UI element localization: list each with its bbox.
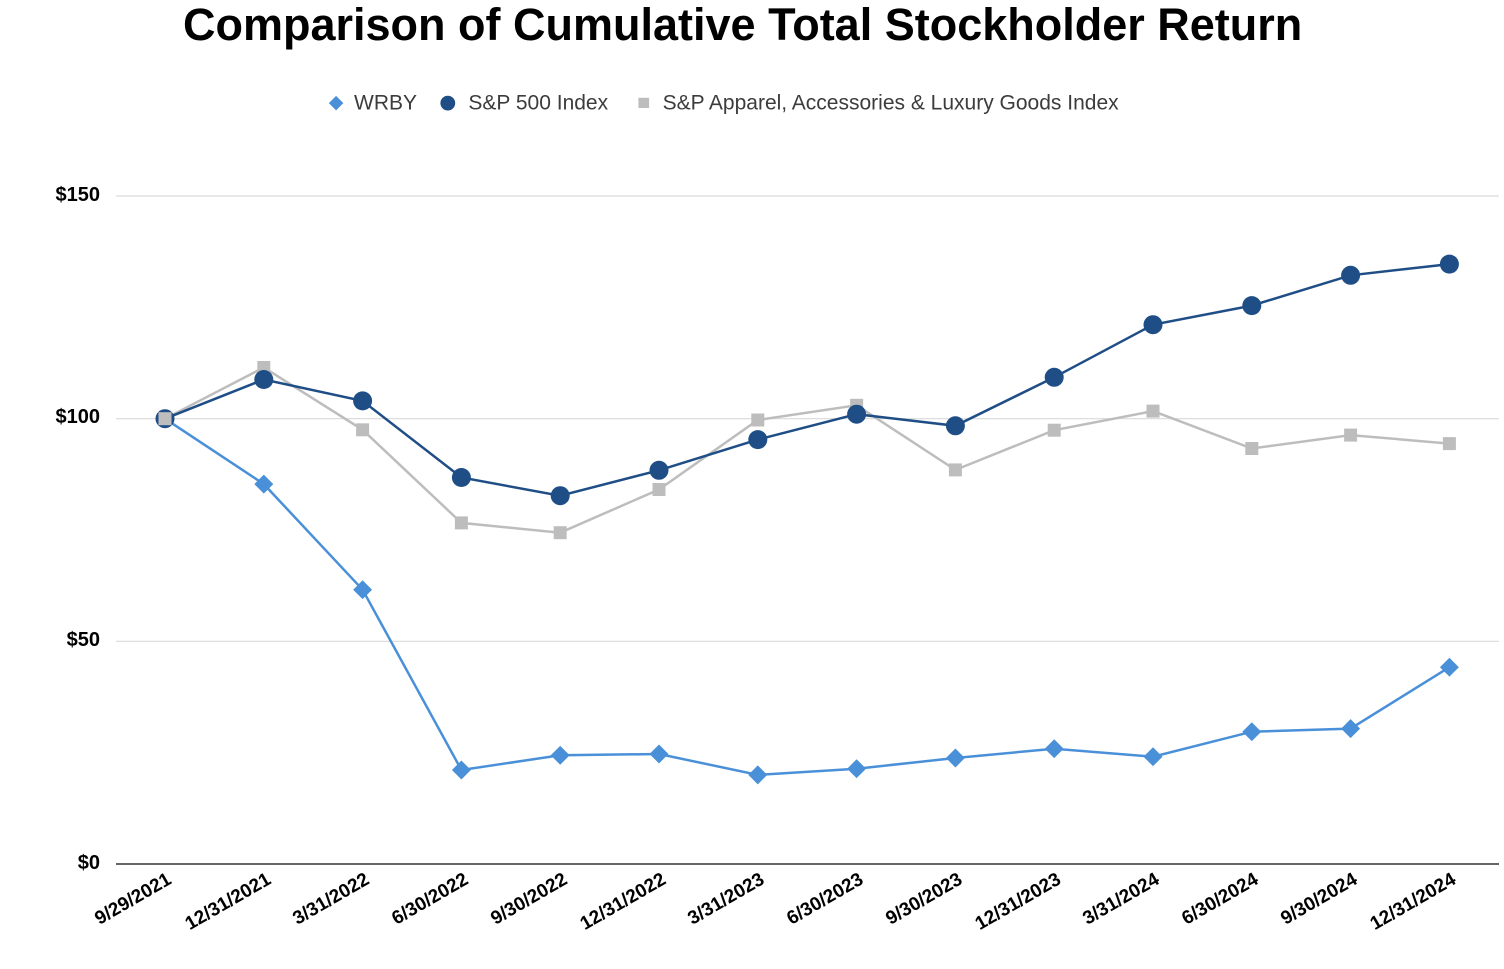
svg-text:S&P Apparel, Accessories & Lux: S&P Apparel, Accessories & Luxury Goods … (663, 92, 1120, 115)
svg-text:S&P 500 Index: S&P 500 Index (468, 92, 608, 115)
svg-text:WRBY: WRBY (354, 92, 417, 115)
